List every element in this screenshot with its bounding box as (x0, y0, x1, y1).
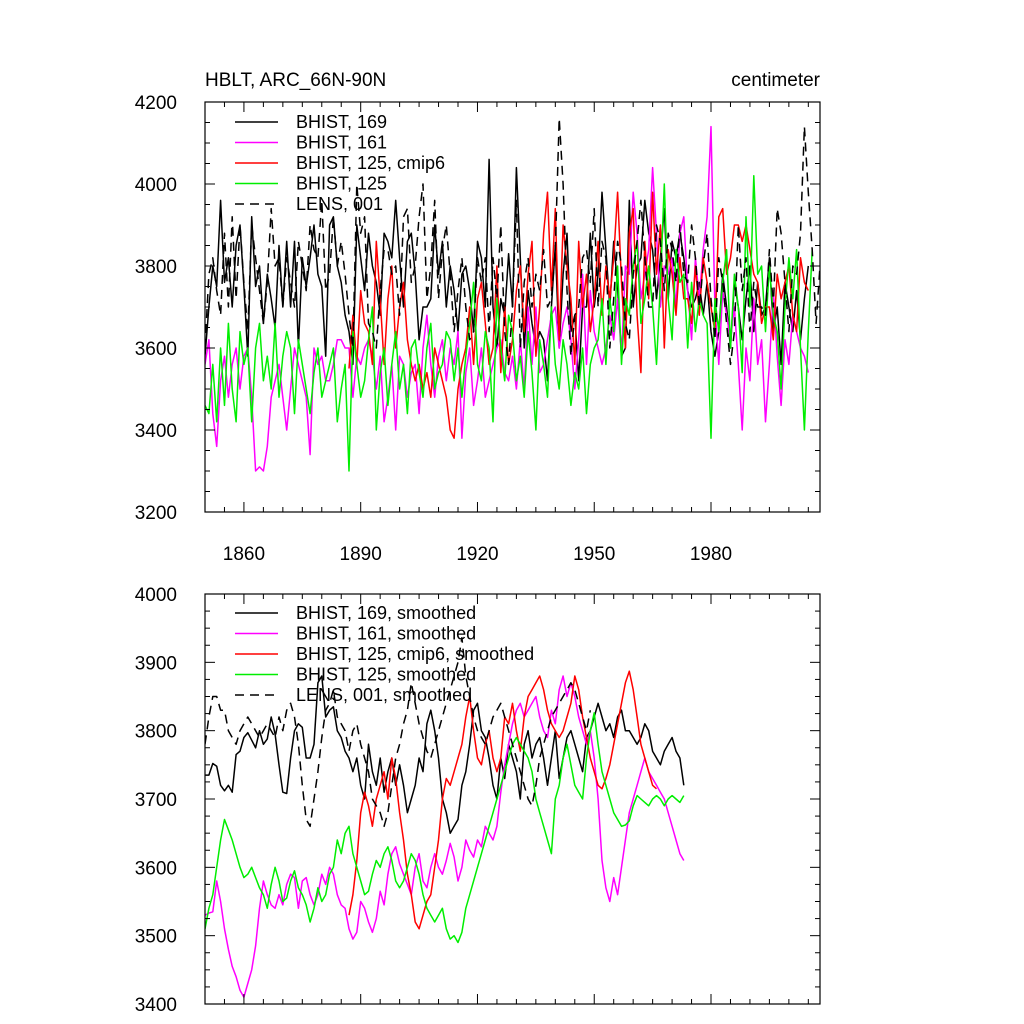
series-line-2 (205, 125, 810, 472)
series-line-4 (205, 175, 813, 472)
series-group (205, 636, 685, 998)
x-tick-label: 1890 (340, 544, 382, 565)
series-line-5 (205, 636, 592, 828)
chart-title: HBLT, ARC_66N-90N (205, 70, 386, 91)
y-tick-label: 4000 (135, 585, 177, 606)
y-tick-label: 4000 (135, 175, 177, 196)
y-tick-label: 3200 (135, 503, 177, 524)
x-tick-label: 1950 (573, 544, 615, 565)
y-tick-label: 3600 (135, 858, 177, 879)
series-line-2 (205, 675, 685, 998)
y-tick-label: 3600 (135, 339, 177, 360)
y-tick-label: 3400 (135, 995, 177, 1016)
series-group (205, 117, 820, 472)
units-label: centimeter (731, 70, 820, 91)
legend-label: BHIST, 169 (296, 112, 387, 132)
legend-label: BHIST, 125, cmip6 (296, 153, 445, 173)
series-line-5 (205, 117, 820, 366)
legend-label: LENS, 001 (296, 194, 383, 214)
top-panel: 3200 3400 3600 3800 4000 4200 1860 1890 1920 1950… (135, 70, 821, 565)
y-tick-label: 3800 (135, 257, 177, 278)
legend-label: BHIST, 125, cmip6, smoothed (296, 644, 534, 664)
legend-label: BHIST, 125 (296, 174, 387, 194)
series-line-3 (348, 670, 658, 930)
x-tick-label: 1920 (456, 544, 498, 565)
series-line-3 (348, 191, 809, 439)
legend-label: BHIST, 125, smoothed (296, 665, 476, 685)
legend-label: BHIST, 169, smoothed (296, 603, 476, 623)
legend-label: BHIST, 161 (296, 133, 387, 153)
y-tick-label: 3800 (135, 722, 177, 743)
series-line-1 (205, 675, 685, 834)
legend-label: LENS, 001, smoothed (296, 685, 472, 705)
series-line-4 (205, 712, 685, 944)
x-tick-label: 1980 (690, 544, 732, 565)
y-tick-label: 3400 (135, 421, 177, 442)
y-tick-label: 3500 (135, 927, 177, 948)
x-tick-label: 1860 (223, 544, 265, 565)
y-tick-label: 3900 (135, 653, 177, 674)
y-tick-label: 4200 (135, 93, 177, 114)
y-tick-label: 3700 (135, 790, 177, 811)
bottom-panel: 3400 3500 3600 3700 3800 3900 4000 BHIST, 169, … (135, 585, 821, 1016)
legend-label: BHIST, 161, smoothed (296, 624, 476, 644)
